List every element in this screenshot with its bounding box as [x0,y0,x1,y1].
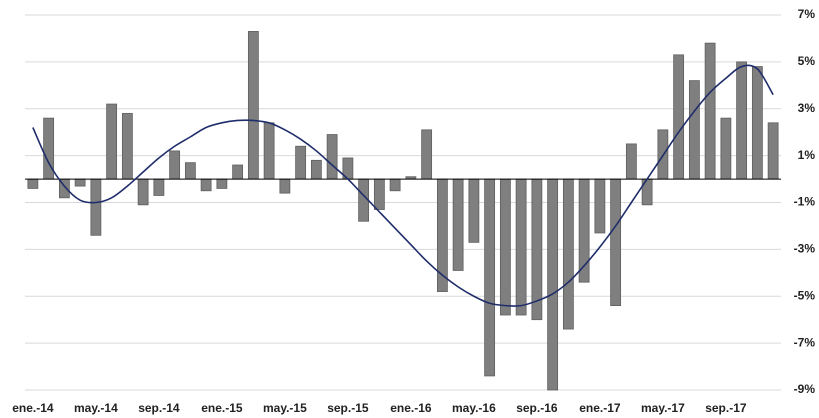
y-tick-label: 1% [798,148,816,162]
bar [562,178,574,330]
x-tick-label: may.-16 [452,401,496,415]
bar [121,113,133,180]
bar [169,150,181,180]
bar [373,178,385,210]
bar [279,178,291,194]
bar [106,103,118,180]
bar [720,117,732,180]
bar [515,178,527,316]
bar [184,162,196,180]
bar [688,80,700,180]
bar [389,178,401,192]
bar [90,178,102,236]
x-tick-label: sep.-17 [705,401,747,415]
x-tick-label: sep.-14 [138,401,180,415]
bar [421,129,433,180]
bar [751,66,763,180]
bar [153,178,165,196]
bar [27,178,39,189]
bar [74,178,86,187]
y-tick-label: -1% [794,195,816,209]
bar [736,61,748,180]
y-tick-label: 7% [798,7,816,21]
bar [326,134,338,180]
y-tick-label: 5% [798,54,816,68]
bar [452,178,464,271]
bar [263,122,275,180]
bar [499,178,511,316]
y-tick-label: -7% [794,335,816,349]
bar [216,178,228,189]
x-tick-label: ene.-17 [579,401,621,415]
x-tick-label: ene.-16 [390,401,432,415]
trend-line [32,64,774,307]
x-tick-label: may.-14 [74,401,118,415]
bar [295,145,307,180]
bar [468,178,480,243]
bar [484,178,496,377]
bar [547,178,559,391]
x-tick-label: sep.-15 [327,401,369,415]
bar [531,178,543,321]
bar [310,159,322,180]
bar [247,31,259,180]
x-tick-label: sep.-16 [516,401,558,415]
x-tick-label: may.-15 [263,401,307,415]
bar [625,143,637,180]
bar [673,54,685,180]
bar [594,178,606,234]
x-tick-label: ene.-14 [12,401,54,415]
y-tick-label: -3% [794,242,816,256]
bar [232,164,244,180]
bar [200,178,212,192]
bar [767,122,779,180]
y-tick-label: -5% [794,288,816,302]
bar [704,42,716,180]
y-tick-label: 3% [798,101,816,115]
x-tick-label: ene.-15 [201,401,243,415]
x-tick-label: may.-17 [641,401,685,415]
y-tick-label: -9% [794,382,816,396]
bar [137,178,149,206]
bar [610,178,622,307]
